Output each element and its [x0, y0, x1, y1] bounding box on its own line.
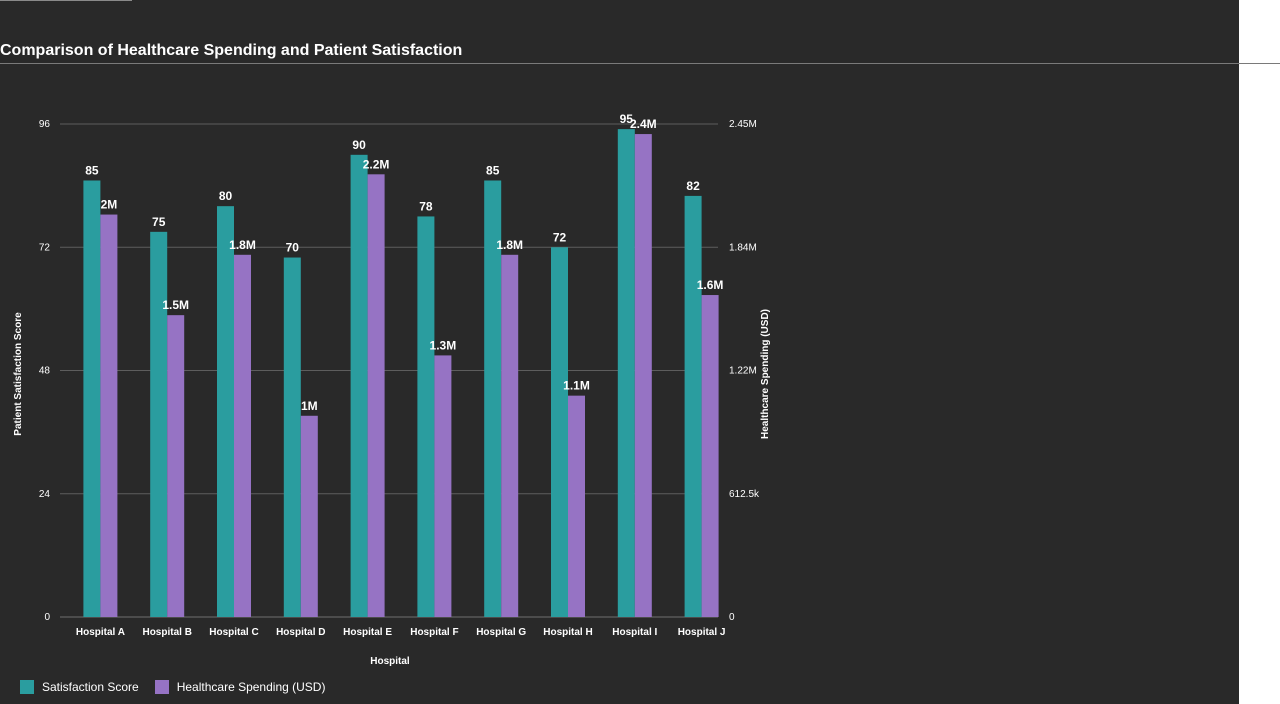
- data-label-satisfaction: 70: [286, 241, 300, 255]
- bar-satisfaction: [484, 180, 502, 618]
- x-tick-label: Hospital A: [76, 627, 125, 638]
- legend-item-spending[interactable]: Healthcare Spending (USD): [154, 680, 326, 694]
- data-label-satisfaction: 95: [620, 112, 634, 126]
- data-label-spending: 2M: [101, 198, 118, 212]
- x-tick-label: Hospital G: [476, 627, 526, 638]
- y2-tick-label: 2.45M: [729, 119, 757, 130]
- data-label-spending: 1.8M: [496, 238, 523, 252]
- x-axis-title: Hospital: [370, 656, 410, 667]
- bar-spending: [434, 355, 452, 617]
- data-label-satisfaction: 72: [553, 230, 567, 244]
- y2-axis-title: Healthcare Spending (USD): [760, 309, 771, 439]
- y2-tick-label: 612.5k: [729, 489, 760, 500]
- bar-satisfaction: [217, 206, 234, 617]
- bar-spending: [234, 254, 251, 618]
- y-tick-label: 72: [39, 242, 51, 253]
- y2-tick-label: 1.84M: [729, 242, 757, 253]
- title-divider: [0, 63, 1280, 64]
- bar-satisfaction: [83, 180, 101, 618]
- x-tick-label: Hospital D: [276, 627, 325, 638]
- data-label-satisfaction: 85: [486, 163, 500, 177]
- data-label-spending: 1.3M: [430, 338, 457, 352]
- legend-swatch-spending: [154, 680, 169, 694]
- legend: Satisfaction Score Healthcare Spending (…: [20, 680, 325, 694]
- bar-satisfaction: [350, 154, 368, 617]
- legend-label-satisfaction: Satisfaction Score: [42, 680, 139, 694]
- data-label-spending: 2.4M: [630, 117, 657, 131]
- bar-spending: [300, 415, 318, 617]
- x-tick-label: Hospital I: [612, 627, 657, 638]
- y-tick-label: 0: [44, 612, 50, 623]
- y-axis-title: Patient Satisfaction Score: [13, 312, 24, 436]
- bar-spending: [167, 315, 185, 617]
- bar-spending: [634, 134, 652, 617]
- bar-satisfaction: [551, 247, 568, 617]
- bar-spending: [701, 295, 719, 617]
- data-label-satisfaction: 80: [219, 189, 233, 203]
- bar-satisfaction: [150, 231, 168, 617]
- y2-tick-label: 1.22M: [729, 366, 757, 377]
- y-tick-label: 24: [39, 489, 51, 500]
- data-label-spending: 1.6M: [697, 278, 724, 292]
- x-tick-label: Hospital E: [343, 627, 392, 638]
- data-label-satisfaction: 90: [352, 138, 366, 152]
- y-tick-label: 48: [39, 366, 51, 377]
- bar-spending: [367, 174, 385, 617]
- bar-satisfaction: [417, 216, 435, 617]
- x-tick-label: Hospital H: [543, 627, 592, 638]
- bar-spending: [568, 395, 585, 617]
- bar-satisfaction: [283, 257, 301, 617]
- legend-label-spending: Healthcare Spending (USD): [176, 680, 326, 694]
- data-label-spending: 1M: [301, 399, 318, 413]
- data-label-satisfaction: 75: [152, 215, 166, 229]
- data-label-satisfaction: 78: [419, 199, 433, 213]
- x-tick-label: Hospital C: [209, 627, 258, 638]
- bar-spending: [501, 254, 519, 618]
- legend-swatch-satisfaction: [20, 680, 34, 694]
- chart-title: Comparison of Healthcare Spending and Pa…: [0, 42, 463, 59]
- data-label-satisfaction: 85: [85, 163, 99, 177]
- x-tick-label: Hospital J: [678, 627, 726, 638]
- data-label-spending: 2.2M: [363, 157, 390, 171]
- y-tick-label: 96: [39, 119, 51, 130]
- bar-spending: [100, 214, 118, 617]
- legend-item-satisfaction[interactable]: Satisfaction Score: [20, 680, 139, 694]
- bar-satisfaction: [617, 129, 635, 617]
- data-label-spending: 1.1M: [563, 379, 590, 393]
- x-tick-label: Hospital B: [142, 627, 191, 638]
- y2-tick-label: 0: [729, 612, 735, 623]
- data-label-satisfaction: 82: [686, 179, 700, 193]
- data-label-spending: 1.8M: [229, 238, 256, 252]
- top-divider: [0, 0, 132, 1]
- data-label-spending: 1.5M: [162, 298, 189, 312]
- x-tick-label: Hospital F: [410, 627, 458, 638]
- bar-satisfaction: [684, 195, 702, 618]
